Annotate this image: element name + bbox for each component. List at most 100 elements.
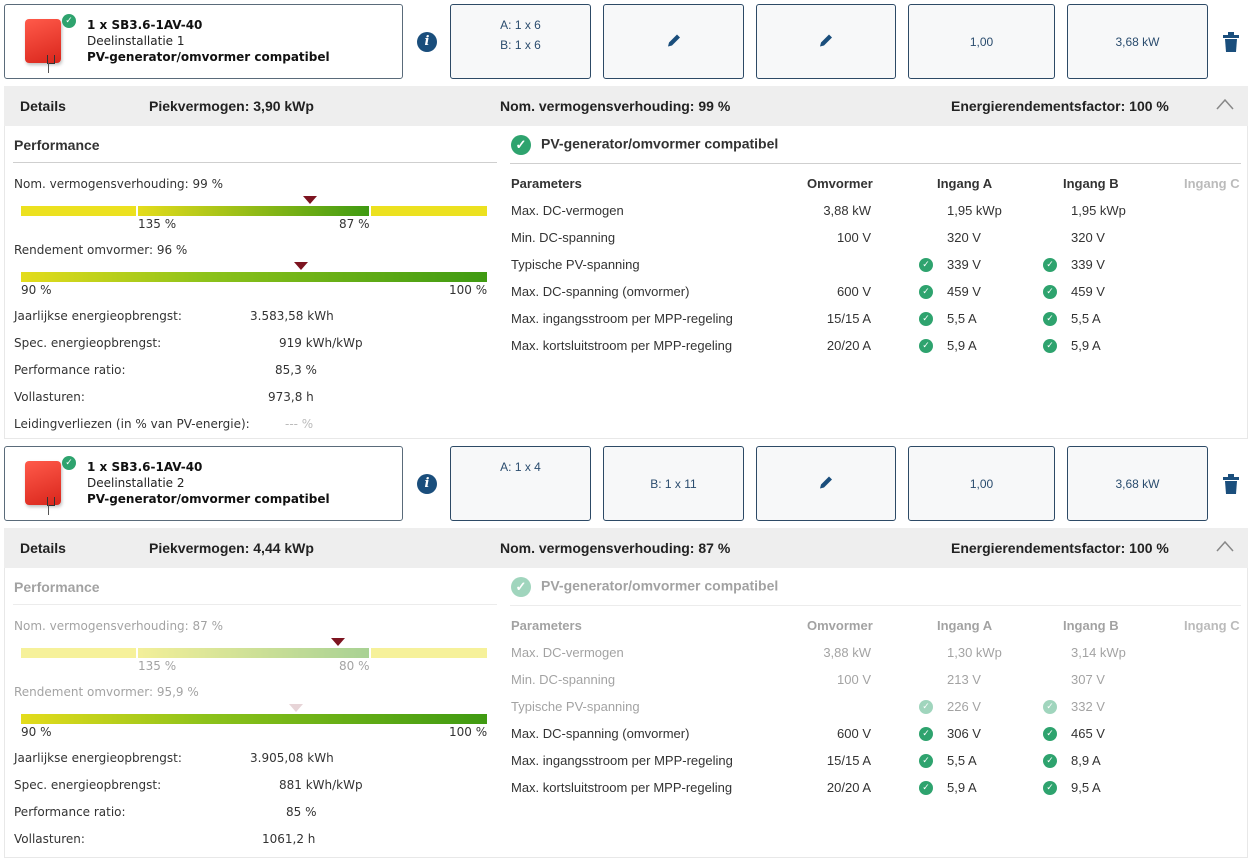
omvormer-value: 15/15 A [826,753,871,768]
omvormer-value: 15/15 A [826,311,871,326]
details-bar[interactable]: Details Piekvermogen: 3,90 kWp Nom. verm… [4,86,1248,126]
check-circle-icon: ✓ [919,754,933,768]
ingang-a-value: 459 V [947,284,981,299]
param-label: Max. kortsluitstroom per MPP-regeling [511,338,733,353]
ingang-a-value: 226 V [947,699,981,714]
string-b-button[interactable]: B: 1 x 11 [603,446,744,521]
efficiency-label: Rendement omvormer: 95,9 % [14,685,199,699]
chevron-up-icon[interactable] [1216,540,1234,552]
ratio-tick-left: 135 % [138,217,177,231]
pencil-icon [820,34,832,46]
factor-button[interactable]: 1,00 [908,446,1055,521]
check-circle-icon: ✓ [919,312,933,326]
check-circle-icon: ✓ [1043,781,1057,795]
efficiency-tick-right: 100 % [449,725,488,739]
edit-settings-button[interactable] [756,446,896,521]
check-circle-icon: ✓ [1043,754,1057,768]
col-header: Parameters [511,618,582,633]
kv-label: Vollasturen: [14,390,85,404]
ingang-b-value: 3,14 kWp [1071,645,1126,660]
omvormer-value: 3,88 kW [823,203,871,218]
param-label: Max. ingangsstroom per MPP-regeling [511,311,733,326]
ingang-b-value: 1,95 kWp [1071,203,1126,218]
param-label: Max. DC-vermogen [511,645,624,660]
kv-value: 919 kWh/kWp [279,336,363,350]
pencil-icon [820,476,832,488]
ingang-b-value: 5,9 A [1071,338,1101,353]
inverter-card[interactable]: ✓ 1 x SB3.6-1AV-40 Deelinstallatie 1 PV-… [4,4,403,79]
omvormer-value: 600 V [837,284,871,299]
compat-title-text: PV-generator/omvormer compatibel [541,135,779,152]
compat-title-text: PV-generator/omvormer compatibel [541,577,779,594]
param-label: Max. kortsluitstroom per MPP-regeling [511,780,733,795]
info-icon[interactable]: i [417,32,437,52]
trash-icon[interactable] [1222,474,1240,494]
ingang-a-value: 320 V [947,230,981,245]
col-header: Parameters [511,176,582,191]
kv-value: 973,8 h [268,390,314,404]
edit-settings-button[interactable] [756,4,896,79]
kv-value: 3.905,08 kWh [250,751,334,765]
info-icon[interactable]: i [417,474,437,494]
ratio-label: Nom. vermogensverhouding: 87 % [14,619,224,633]
peak-power: Piekvermogen: 4,44 kWp [149,540,314,556]
param-label: Typische PV-spanning [511,699,640,714]
factor-button[interactable]: 1,00 [908,4,1055,79]
energy-factor: Energierendementsfactor: 100 % [951,98,1169,114]
col-header: Ingang C [1184,176,1240,191]
edit-cable-button[interactable] [603,4,744,79]
ratio-label: Nom. vermogensverhouding: 99 % [14,177,224,191]
power-button[interactable]: 3,68 kW [1067,446,1208,521]
compat-title: ✓ PV-generator/omvormer compatibel [511,135,778,155]
nominal-ratio: Nom. vermogensverhouding: 87 % [500,540,731,556]
ingang-a-value: 5,5 A [947,753,977,768]
inverter-title: 1 x SB3.6-1AV-40 [87,460,203,474]
trash-icon[interactable] [1222,32,1240,52]
param-label: Max. DC-vermogen [511,203,624,218]
energy-factor: Energierendementsfactor: 100 % [951,540,1169,556]
strings-button[interactable]: A: 1 x 6 B: 1 x 6 [450,4,591,79]
param-label: Max. DC-spanning (omvormer) [511,726,690,741]
efficiency-tick-left: 90 % [21,283,52,297]
power-button[interactable]: 3,68 kW [1067,4,1208,79]
col-header: Ingang A [937,618,993,633]
ingang-b-value: 8,9 A [1071,753,1101,768]
power-value: 3,68 kW [1115,476,1160,491]
chevron-up-icon[interactable] [1216,98,1234,110]
ingang-b-value: 9,5 A [1071,780,1101,795]
omvormer-value: 20/20 A [826,780,871,795]
inverter-title: 1 x SB3.6-1AV-40 [87,18,203,32]
kv-label: Jaarlijkse energieopbrengst: [14,309,182,323]
compat-title: ✓ PV-generator/omvormer compatibel [511,577,778,597]
kv-label: Performance ratio: [14,805,126,819]
param-label: Max. ingangsstroom per MPP-regeling [511,753,733,768]
string-a: A: 1 x 6 [500,18,541,32]
details-bar[interactable]: Details Piekvermogen: 4,44 kWp Nom. verm… [4,528,1248,568]
kv-value: 3.583,58 kWh [250,309,334,323]
inverter-image [19,455,69,515]
omvormer-value: 100 V [837,230,871,245]
ratio-tick-right: 87 % [339,217,370,231]
kv-label: Leidingverliezen (in % van PV-energie): [14,417,250,431]
param-label: Typische PV-spanning [511,257,640,272]
kv-label: Spec. energieopbrengst: [14,778,162,792]
inverter-card[interactable]: ✓ 1 x SB3.6-1AV-40 Deelinstallatie 2 PV-… [4,446,403,521]
check-circle-icon: ✓ [511,135,531,155]
check-circle-icon: ✓ [1043,285,1057,299]
check-circle-icon: ✓ [1043,312,1057,326]
string-b: B: 1 x 11 [650,476,697,491]
check-circle-icon: ✓ [1043,727,1057,741]
kv-value: 85,3 % [275,363,317,377]
performance-title: Performance [14,137,100,153]
compat-status: PV-generator/omvormer compatibel [87,50,330,64]
ratio-tick-left: 135 % [138,659,177,673]
check-circle-icon: ✓ [62,456,76,470]
efficiency-marker [288,704,303,712]
string-a: A: 1 x 4 [500,460,541,474]
ingang-a-value: 5,9 A [947,338,977,353]
check-circle-icon: ✓ [919,781,933,795]
kv-label: Spec. energieopbrengst: [14,336,162,350]
efficiency-tick-left: 90 % [21,725,52,739]
compat-status: PV-generator/omvormer compatibel [87,492,330,506]
string-a-button[interactable]: A: 1 x 4 [450,446,591,521]
